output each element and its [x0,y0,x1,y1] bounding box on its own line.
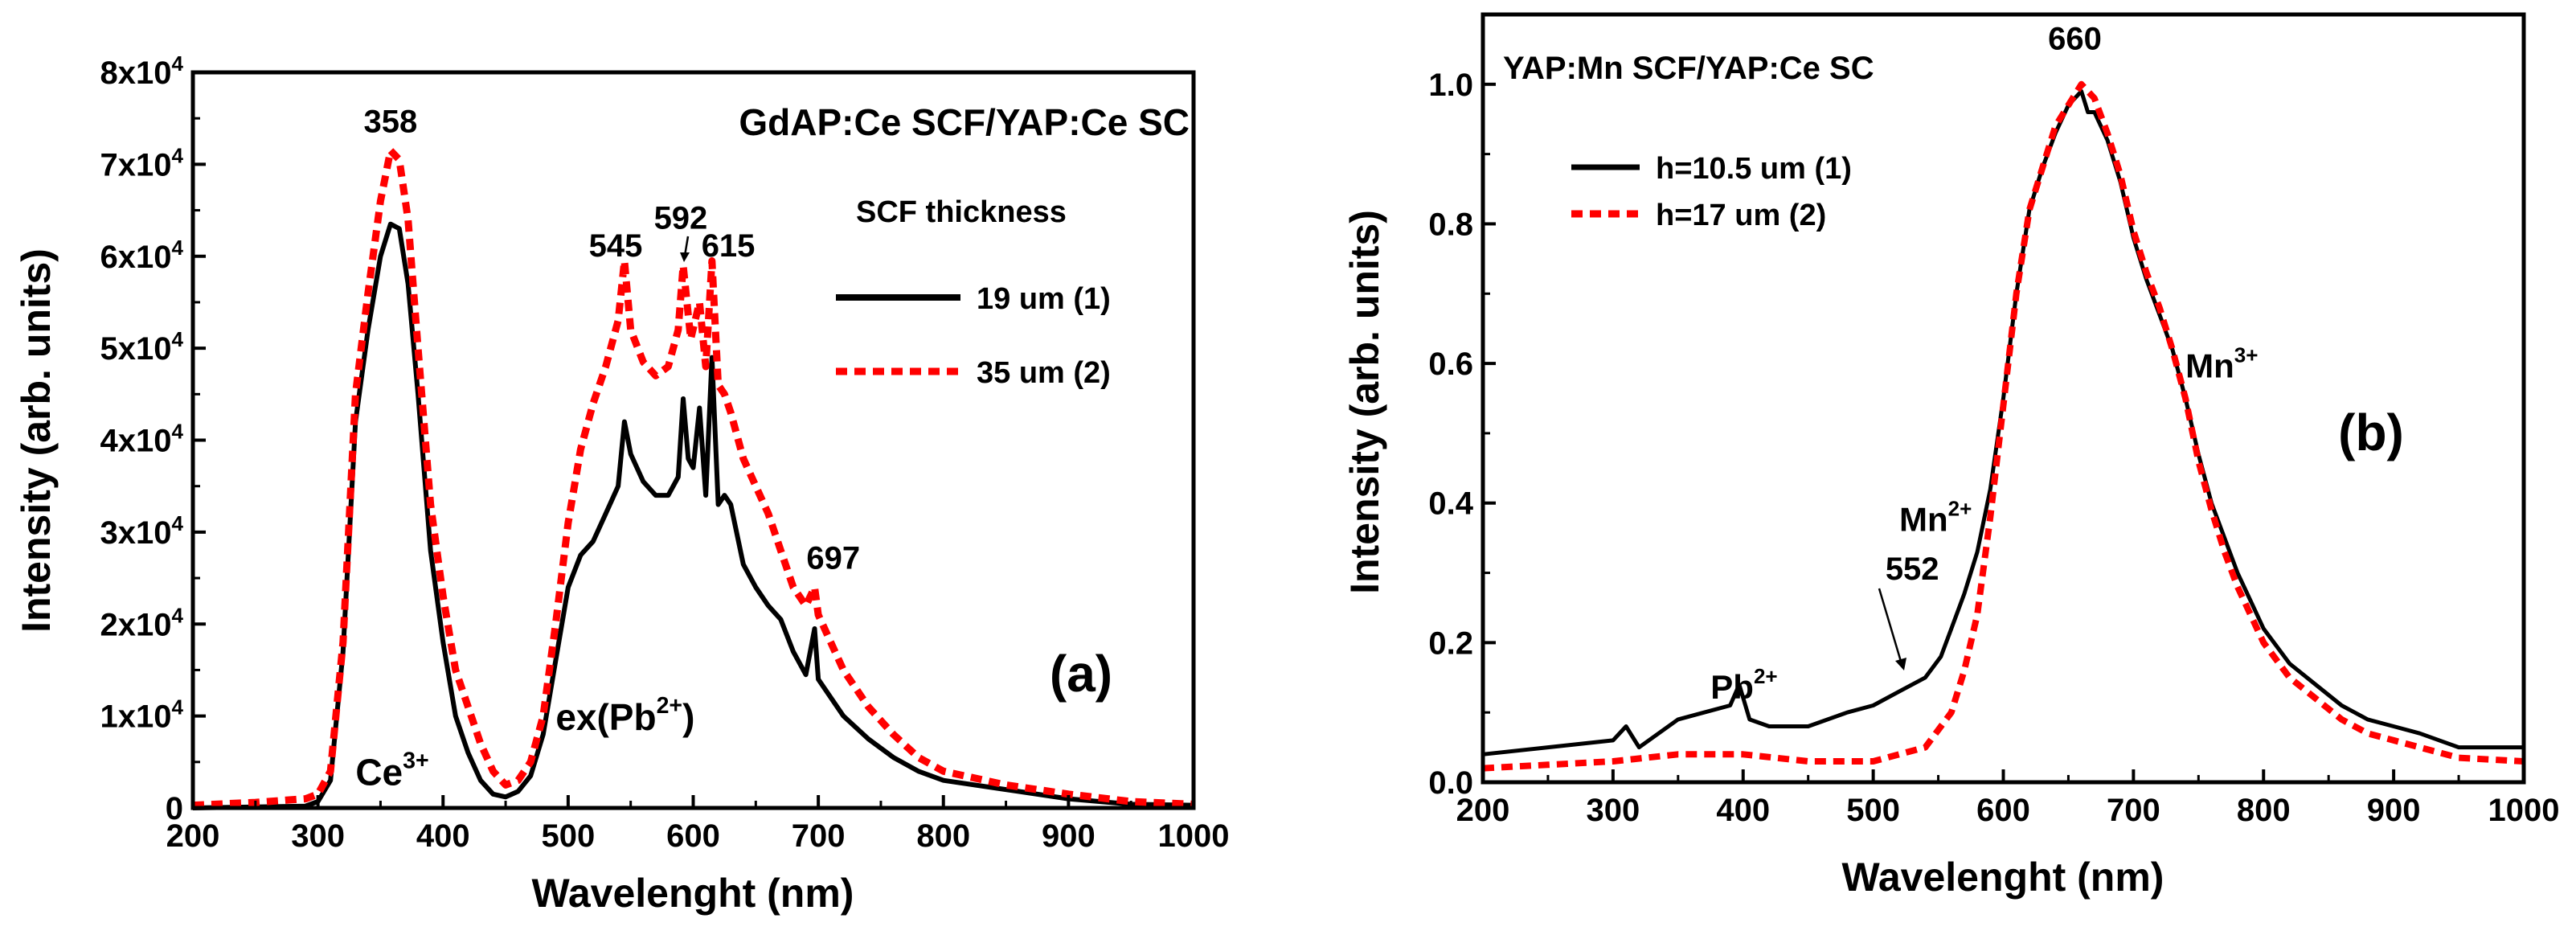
panel-b-ion-label-3: Mn3+ [2185,343,2258,385]
panel-a-x-tick-label: 200 [166,818,220,854]
panel-a: 200 300 400 500 600 700 800 900 1000 0 1x104 2x104… [14,51,1229,916]
panel-b-label: (b) [2338,404,2404,461]
panel-b-x-tick-label: 800 [2237,793,2291,828]
panel-b-x-label: Wavelenght (nm) [1842,855,2164,900]
panel-a-x-tick-label: 700 [792,818,846,854]
panel-b-552-arrow [1878,588,1903,665]
panel-b-x-axis: 200 300 400 500 600 700 800 900 1000 [1456,769,2560,828]
panel-b-y-tick-label: 0.4 [1428,486,1473,522]
panel-b-y-tick-label: 0.6 [1428,346,1473,382]
panel-b-y-label: Intensity (arb. units) [1342,210,1387,594]
panel-a-x-label: Wavelenght (nm) [532,871,854,916]
panel-b-annotations: 660 552 Pb2+ Mn2+ Mn3+ [1710,21,2258,705]
panel-b-legend-label-1: h=10.5 um (1) [1656,152,1852,186]
panel-a-label: (a) [1050,645,1112,703]
panel-b-peak-label-552: 552 [1886,552,1939,587]
panel-a-peak-label-592: 592 [654,200,708,236]
panel-b-ion-label-2: Mn2+ [1899,497,1972,539]
panel-b-x-tick-label: 400 [1716,793,1770,828]
panel-b-x-tick-label: 300 [1587,793,1640,828]
panel-b-x-tick-label: 200 [1456,793,1510,828]
panel-a-x-tick-label: 800 [916,818,970,854]
panel-b: 200 300 400 500 600 700 800 900 1000 0.00.20.40.… [1342,12,2560,900]
panel-a-title: GdAP:Ce SCF/YAP:Ce SC [739,101,1190,143]
panel-a-y-tick-label: 5x104 [100,327,184,367]
panel-a-x-tick-label: 500 [542,818,596,854]
panel-a-x-tick-label: 600 [666,818,720,854]
panel-a-x-axis: 200 300 400 500 600 700 800 900 1000 [166,795,1230,854]
panel-a-x-tick-label: 300 [291,818,345,854]
panel-b-y-tick-label: 0.8 [1428,207,1473,242]
panel-b-ion-label-1: Pb2+ [1710,664,1777,706]
panel-a-legend-label-2: 35 um (2) [977,356,1111,390]
panel-a-592-arrowhead [680,252,690,262]
panel-a-series-layer [192,146,1194,810]
panel-b-x-tick-label: 900 [2367,793,2421,828]
panel-b-peak-label-660: 660 [2048,21,2102,56]
panel-a-x-tick-label: 400 [416,818,470,854]
panel-a-legend-title: SCF thickness [856,195,1067,229]
panel-b-series-layer [1482,80,2525,772]
panel-b-legend: h=10.5 um (1) h=17 um (2) [1571,152,1852,232]
panel-a-y-tick-label: 4x104 [100,420,184,459]
panel-a-y-label: Intensity (arb. units) [14,248,59,633]
panel-a-x-tick-label: 1000 [1158,818,1230,854]
panel-b-x-tick-label: 500 [1846,793,1900,828]
panel-b-legend-label-2: h=17 um (2) [1656,199,1826,232]
panel-a-y-tick-label: 8x104 [100,51,184,91]
panel-b-x-tick-label: 700 [2107,793,2160,828]
panel-a-peak-label-358: 358 [364,104,418,139]
panel-a-ion-label-1: Ce3+ [355,748,428,793]
panel-b-y-tick-label: 0.0 [1428,765,1473,801]
panel-a-series-1-line [192,221,1194,810]
panel-a-y-tick-label: 6x104 [100,236,184,275]
panel-a-y-axis: 0 1x104 2x104 3x104 4x104 5x104 6x104 7x104 8x10… [100,51,206,826]
panel-b-y-tick-label: 0.2 [1428,625,1473,661]
panel-b-y-tick-label: 1.0 [1428,68,1473,103]
panel-a-legend: SCF thickness 19 um (1) 35 um (2) [836,195,1111,390]
panel-b-x-tick-label: 600 [1976,793,2030,828]
panel-b-552-arrowhead [1895,658,1906,670]
panel-a-x-tick-label: 900 [1042,818,1096,854]
panel-b-y-axis: 0.0 0.2 0.4 0.6 0.8 1.0 [1428,68,1496,801]
panel-a-y-tick-label: 7x104 [100,143,184,182]
panel-b-series-2-line [1482,80,2525,772]
panel-a-series-2-line [192,146,1194,810]
panel-a-y-tick-label: 0 [166,791,183,826]
panel-a-y-tick-label: 2x104 [100,603,184,642]
panel-a-y-tick-label: 1x104 [100,695,184,735]
panel-b-x-tick-label: 1000 [2488,793,2560,828]
panel-a-ion-label-2: ex(Pb2+) [555,693,694,738]
panel-a-peak-label-697: 697 [806,541,860,576]
panel-a-peak-label-545: 545 [589,228,643,264]
panel-a-legend-label-1: 19 um (1) [977,282,1111,316]
panel-a-peak-label-615: 615 [702,228,756,264]
panel-a-y-tick-label: 3x104 [100,511,184,551]
panel-b-title: YAP:Mn SCF/YAP:Ce SC [1503,51,1874,86]
